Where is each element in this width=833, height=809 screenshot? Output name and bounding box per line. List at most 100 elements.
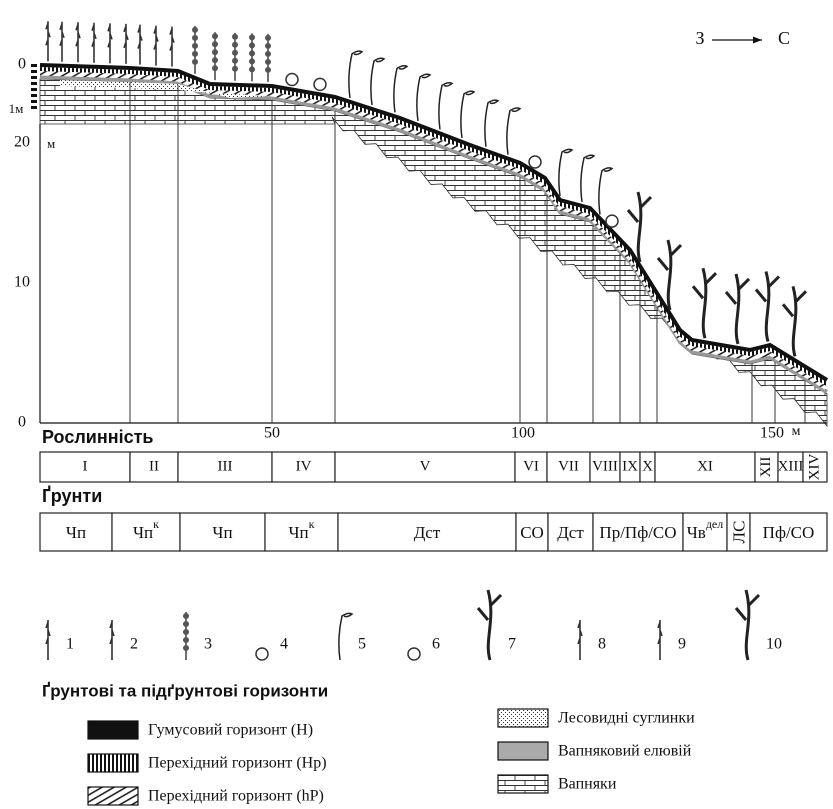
plant bbox=[578, 620, 582, 660]
plant-legend-number: 1 bbox=[66, 636, 74, 653]
plant bbox=[461, 91, 474, 138]
soil-sup: дел bbox=[706, 517, 723, 531]
soil-main: Чп bbox=[133, 523, 153, 542]
plant-legend-number: 6 bbox=[432, 636, 440, 653]
horizon-swatch bbox=[88, 754, 138, 772]
plant bbox=[108, 23, 112, 63]
bottom-axis-tick: 150 bbox=[760, 425, 784, 442]
bottom-axis-unit: м bbox=[792, 424, 801, 439]
plant bbox=[60, 22, 64, 62]
vegetation-label: X bbox=[642, 458, 653, 474]
soil-main: Пр/Пф/СО bbox=[599, 523, 676, 542]
plant bbox=[249, 42, 255, 48]
vegetation-title: Рослинність bbox=[42, 427, 153, 447]
horizon-label: Вапняки bbox=[558, 776, 617, 793]
plant bbox=[76, 22, 80, 62]
horizons-title: Ґрунтові та підґрунтові горизонти bbox=[42, 681, 328, 700]
plant bbox=[192, 51, 198, 57]
arrow-head bbox=[753, 37, 762, 44]
plant bbox=[183, 637, 189, 643]
plant-legend-number: 9 bbox=[678, 636, 686, 653]
left-axis-ruler: 1м bbox=[9, 101, 24, 116]
ruler-segment bbox=[31, 94, 37, 97]
plant bbox=[124, 24, 128, 64]
plant bbox=[417, 74, 430, 121]
soil-main: Чп bbox=[66, 523, 86, 542]
plant bbox=[192, 43, 198, 49]
plant bbox=[110, 620, 114, 660]
ruler-segment bbox=[31, 106, 37, 109]
plant bbox=[394, 66, 407, 113]
plant bbox=[183, 613, 189, 619]
plant bbox=[599, 168, 612, 215]
plant bbox=[212, 33, 218, 39]
vegetation-label: VI bbox=[523, 458, 539, 474]
plant bbox=[783, 286, 806, 356]
plant bbox=[265, 43, 271, 49]
plant bbox=[756, 272, 779, 342]
plant-legend-number: 10 bbox=[766, 636, 782, 653]
plant bbox=[439, 83, 452, 130]
ruler-segment bbox=[31, 82, 37, 85]
plant bbox=[529, 156, 541, 168]
plant bbox=[249, 50, 255, 56]
plant bbox=[606, 215, 618, 227]
plant-legend-number: 2 bbox=[130, 636, 138, 653]
soil-label: Чп bbox=[212, 523, 232, 542]
plant bbox=[408, 648, 420, 660]
plant bbox=[349, 51, 362, 98]
plant bbox=[46, 620, 50, 660]
plant bbox=[232, 66, 238, 72]
plant bbox=[507, 108, 520, 155]
plant bbox=[183, 621, 189, 627]
vegetation-label: V bbox=[420, 458, 431, 474]
soils-title: Ґрунти bbox=[42, 485, 102, 506]
plant-legend-number: 8 bbox=[598, 636, 606, 653]
plant bbox=[581, 155, 594, 202]
plant bbox=[183, 645, 189, 651]
plant bbox=[212, 57, 218, 63]
vegetation-label: XI bbox=[697, 458, 713, 474]
vegetation-label: II bbox=[149, 458, 159, 474]
plant bbox=[371, 58, 384, 105]
plant bbox=[256, 648, 268, 660]
ruler-segment bbox=[31, 100, 37, 103]
vegetation-label: I bbox=[83, 458, 88, 474]
soil-profile-figure: 01м20100м50100150м З С Рослинність Ґрунт… bbox=[0, 0, 833, 809]
left-axis-unit: м bbox=[47, 136, 55, 151]
left-axis-tick: 0 bbox=[18, 414, 26, 431]
plant bbox=[265, 51, 271, 57]
plant bbox=[693, 268, 716, 338]
plant bbox=[154, 26, 158, 66]
soil-label: ЛС bbox=[729, 521, 748, 544]
direction-to: С bbox=[778, 28, 790, 48]
plant-legend-number: 5 bbox=[358, 636, 366, 653]
plant bbox=[138, 25, 142, 65]
horizon-label: Перехідний горизонт (Нр) bbox=[148, 755, 327, 772]
left-axis-tick: 10 bbox=[14, 274, 30, 291]
plant-legend-number: 3 bbox=[204, 636, 212, 653]
plant bbox=[559, 149, 572, 196]
left-axis-top: 0 bbox=[18, 56, 26, 73]
soil-sup: к bbox=[309, 517, 315, 531]
plant-legend-number: 4 bbox=[280, 636, 288, 653]
soil-main: Дст bbox=[557, 523, 584, 542]
plant bbox=[249, 34, 255, 40]
soil-main: Чв bbox=[687, 523, 706, 542]
soil-main: Чп bbox=[212, 523, 232, 542]
plant bbox=[232, 42, 238, 48]
ruler-segment bbox=[31, 76, 37, 79]
soil-label: Пф/СО bbox=[763, 523, 815, 542]
ruler-segment bbox=[31, 64, 37, 67]
plant bbox=[265, 59, 271, 65]
soil-main: Дст bbox=[414, 523, 441, 542]
bottom-axis-tick: 100 bbox=[511, 425, 535, 442]
plant bbox=[339, 613, 352, 660]
horizon-label: Лесовидні суглинки bbox=[558, 710, 695, 727]
ruler-segment bbox=[31, 88, 37, 91]
soil-main: ЛС bbox=[729, 521, 748, 544]
soil-main: Чп bbox=[289, 523, 309, 542]
direction-from: З bbox=[695, 28, 704, 48]
plant bbox=[736, 590, 759, 660]
